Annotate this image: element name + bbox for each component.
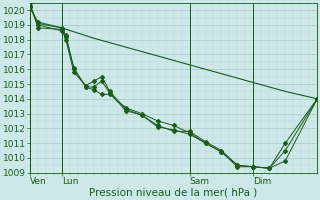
- X-axis label: Pression niveau de la mer( hPa ): Pression niveau de la mer( hPa ): [90, 187, 258, 197]
